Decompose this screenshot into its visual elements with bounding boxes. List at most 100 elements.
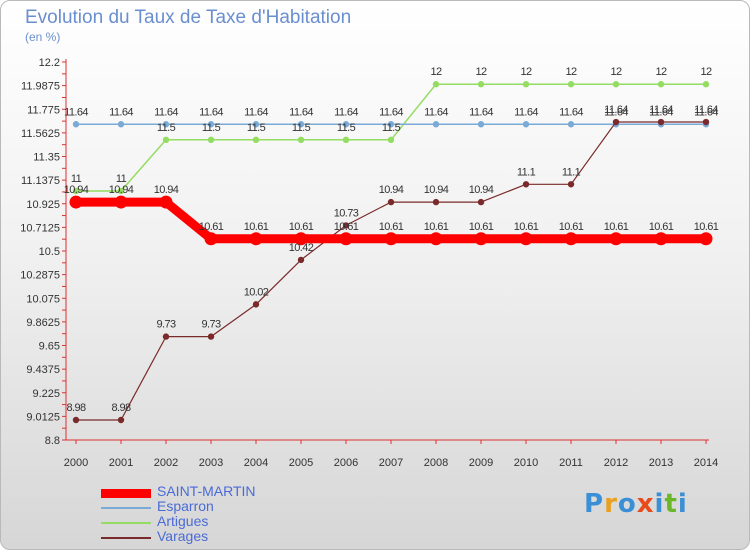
data-label-varages: 9.73 — [156, 319, 175, 331]
data-label-artigues: 11.5 — [202, 122, 221, 134]
data-point-saint-martin — [609, 232, 623, 246]
data-point-varages — [612, 118, 620, 126]
data-label-saint-martin: 10.61 — [469, 221, 494, 233]
data-label-saint-martin: 10.61 — [289, 221, 314, 233]
data-label-esparron: 11.64 — [109, 106, 133, 118]
data-label-esparron: 11.64 — [514, 106, 538, 118]
data-point-saint-martin — [429, 232, 443, 246]
x-tick-label: 2004 — [244, 457, 268, 469]
data-label-saint-martin: 10.94 — [109, 184, 134, 196]
y-tick-label: 9.4375 — [26, 364, 60, 376]
x-tick-label: 2001 — [109, 457, 133, 469]
data-point-artigues — [657, 81, 665, 88]
data-label-artigues: 12 — [700, 66, 712, 78]
data-label-esparron: 11.64 — [64, 106, 88, 118]
data-label-artigues: 11.5 — [292, 122, 311, 134]
y-tick-label: 9.65 — [39, 341, 60, 353]
y-tick-label: 9.8625 — [26, 317, 60, 329]
data-label-esparron: 11.64 — [604, 106, 628, 118]
x-tick-label: 2006 — [334, 457, 358, 469]
x-tick-label: 2011 — [559, 457, 583, 469]
series-line-varages — [75, 121, 707, 421]
data-point-artigues — [522, 81, 530, 88]
y-tick-label: 10.7125 — [20, 222, 60, 234]
data-label-varages: 10.94 — [424, 184, 449, 196]
data-point-artigues — [297, 136, 305, 144]
data-label-artigues: 12 — [610, 66, 622, 78]
data-label-esparron: 11.64 — [649, 106, 673, 118]
data-point-esparron — [342, 121, 350, 128]
data-label-artigues: 11 — [116, 173, 127, 185]
data-point-saint-martin — [249, 232, 263, 246]
data-point-esparron — [252, 121, 260, 128]
data-point-saint-martin — [699, 232, 713, 246]
logo-letter: x — [636, 489, 655, 519]
data-point-artigues — [207, 136, 215, 144]
data-point-artigues — [252, 136, 260, 144]
y-tick-label: 11.1375 — [21, 175, 60, 187]
y-tick-label: 11.5625 — [21, 128, 60, 140]
x-tick-label: 2000 — [64, 457, 88, 469]
data-label-saint-martin: 10.61 — [334, 221, 359, 233]
data-label-saint-martin: 10.61 — [424, 221, 449, 233]
data-label-artigues: 11.5 — [247, 122, 266, 134]
data-point-varages — [432, 198, 440, 206]
legend-label: Esparron — [157, 498, 214, 514]
y-tick-label: 10.2875 — [20, 270, 60, 282]
data-point-esparron — [297, 121, 305, 128]
data-point-esparron — [117, 121, 125, 128]
logo-letter: P — [584, 489, 605, 519]
x-tick-label: 2010 — [514, 457, 538, 469]
data-label-varages: 11.1 — [517, 166, 536, 178]
data-label-esparron: 11.64 — [334, 106, 358, 118]
data-label-artigues: 11 — [71, 173, 82, 185]
data-point-artigues — [612, 81, 620, 88]
data-point-varages — [297, 256, 305, 264]
data-label-esparron: 11.64 — [154, 106, 178, 118]
data-point-varages — [162, 333, 170, 340]
data-label-varages: 10.42 — [289, 242, 314, 254]
data-point-saint-martin — [294, 232, 308, 246]
legend-swatch — [101, 507, 151, 509]
data-point-artigues — [387, 136, 395, 144]
data-label-saint-martin: 10.61 — [514, 221, 539, 233]
data-label-saint-martin: 10.61 — [649, 221, 674, 233]
y-tick-label: 8.8 — [45, 435, 60, 447]
data-label-artigues: 11.5 — [337, 122, 356, 134]
x-tick-label: 2007 — [379, 457, 403, 469]
data-label-varages: 9.73 — [201, 319, 220, 331]
proxiti-logo: Proxiti — [584, 489, 688, 519]
data-point-varages — [567, 181, 575, 188]
y-tick-label: 11.775 — [27, 104, 60, 116]
data-label-artigues: 11.5 — [382, 122, 401, 134]
data-label-artigues: 12 — [520, 66, 532, 78]
data-point-artigues — [162, 136, 170, 144]
data-point-esparron — [207, 121, 215, 128]
data-point-esparron — [477, 121, 485, 128]
data-point-varages — [342, 222, 350, 229]
data-point-saint-martin — [654, 232, 668, 246]
legend-swatch — [101, 522, 151, 524]
y-tick-label: 9.0125 — [26, 411, 60, 423]
data-label-saint-martin: 10.94 — [64, 184, 89, 196]
data-point-saint-martin — [69, 195, 83, 209]
data-point-saint-martin — [114, 195, 128, 209]
data-label-esparron: 11.64 — [424, 106, 448, 118]
data-label-saint-martin: 10.61 — [604, 221, 629, 233]
data-label-artigues: 12 — [475, 66, 487, 78]
chart-subtitle: (en %) — [25, 30, 61, 44]
x-tick-label: 2013 — [649, 457, 673, 469]
data-label-varages: 10.94 — [379, 184, 404, 196]
x-tick-label: 2008 — [424, 457, 448, 469]
data-point-saint-martin — [159, 195, 173, 209]
data-point-esparron — [387, 121, 395, 128]
data-point-saint-martin — [564, 232, 578, 246]
data-point-esparron — [72, 121, 80, 128]
data-label-esparron: 11.64 — [559, 106, 583, 118]
data-label-saint-martin: 10.61 — [379, 221, 404, 233]
data-label-artigues: 12 — [430, 66, 442, 78]
data-point-saint-martin — [204, 232, 218, 246]
data-point-saint-martin — [339, 232, 353, 246]
